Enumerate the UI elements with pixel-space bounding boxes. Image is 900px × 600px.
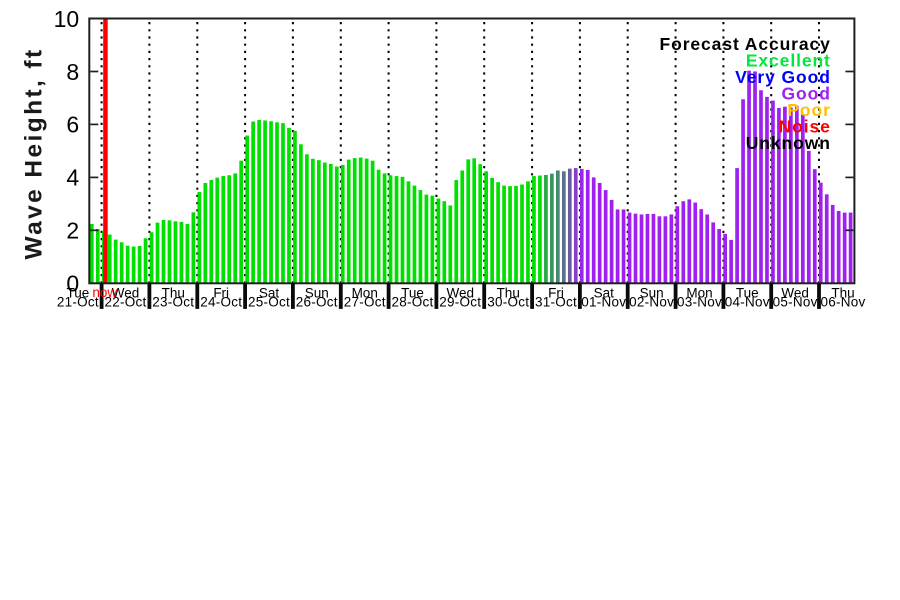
svg-text:10: 10 — [54, 6, 80, 32]
svg-text:Very Good: Very Good — [735, 67, 831, 87]
svg-text:Mon: Mon — [352, 285, 378, 300]
svg-text:01-Nov: 01-Nov — [581, 295, 626, 310]
svg-text:8: 8 — [66, 59, 79, 85]
svg-text:24-Oct: 24-Oct — [200, 295, 242, 310]
svg-text:25-Oct: 25-Oct — [248, 295, 290, 310]
svg-text:now: now — [92, 285, 117, 300]
svg-text:06-Nov: 06-Nov — [820, 295, 865, 310]
svg-text:Wave Height, ft: Wave Height, ft — [21, 47, 48, 259]
svg-text:03-Nov: 03-Nov — [677, 295, 722, 310]
svg-text:27-Oct: 27-Oct — [344, 295, 386, 310]
svg-text:Forecast Accuracy: Forecast Accuracy — [660, 34, 831, 54]
svg-text:28-Oct: 28-Oct — [391, 295, 433, 310]
svg-text:Excellent: Excellent — [746, 50, 831, 70]
svg-text:0: 0 — [66, 271, 79, 297]
svg-text:Poor: Poor — [787, 100, 830, 120]
svg-text:Tue: Tue — [736, 285, 759, 300]
svg-text:Sat: Sat — [594, 285, 615, 300]
svg-text:Tue: Tue — [67, 285, 90, 300]
svg-text:22-Oct: 22-Oct — [104, 295, 146, 310]
svg-text:Good: Good — [782, 83, 831, 103]
svg-text:31-Oct: 31-Oct — [535, 295, 577, 310]
svg-text:Wed: Wed — [781, 285, 809, 300]
svg-text:Fri: Fri — [548, 285, 564, 300]
svg-text:Noise: Noise — [779, 117, 831, 137]
svg-text:2: 2 — [66, 218, 79, 244]
svg-text:Thu: Thu — [831, 285, 854, 300]
svg-text:Sat: Sat — [259, 285, 280, 300]
svg-text:29-Oct: 29-Oct — [439, 295, 481, 310]
svg-text:23-Oct: 23-Oct — [152, 295, 194, 310]
svg-text:Wed: Wed — [447, 285, 475, 300]
svg-text:26-Oct: 26-Oct — [296, 295, 338, 310]
svg-text:Wed: Wed — [112, 285, 140, 300]
svg-text:30-Oct: 30-Oct — [487, 295, 529, 310]
svg-text:21-Oct: 21-Oct — [57, 295, 99, 310]
svg-text:Tue: Tue — [401, 285, 424, 300]
svg-text:Fri: Fri — [213, 285, 229, 300]
svg-text:4: 4 — [66, 165, 79, 191]
svg-text:Thu: Thu — [497, 285, 520, 300]
svg-text:Mon: Mon — [686, 285, 712, 300]
svg-text:04-Nov: 04-Nov — [725, 295, 770, 310]
svg-text:Thu: Thu — [162, 285, 185, 300]
svg-text:05-Nov: 05-Nov — [773, 295, 818, 310]
svg-text:Sun: Sun — [305, 285, 329, 300]
svg-text:Sun: Sun — [640, 285, 664, 300]
svg-text:Unknown: Unknown — [746, 133, 831, 153]
svg-text:6: 6 — [66, 112, 79, 138]
svg-text:02-Nov: 02-Nov — [629, 295, 674, 310]
